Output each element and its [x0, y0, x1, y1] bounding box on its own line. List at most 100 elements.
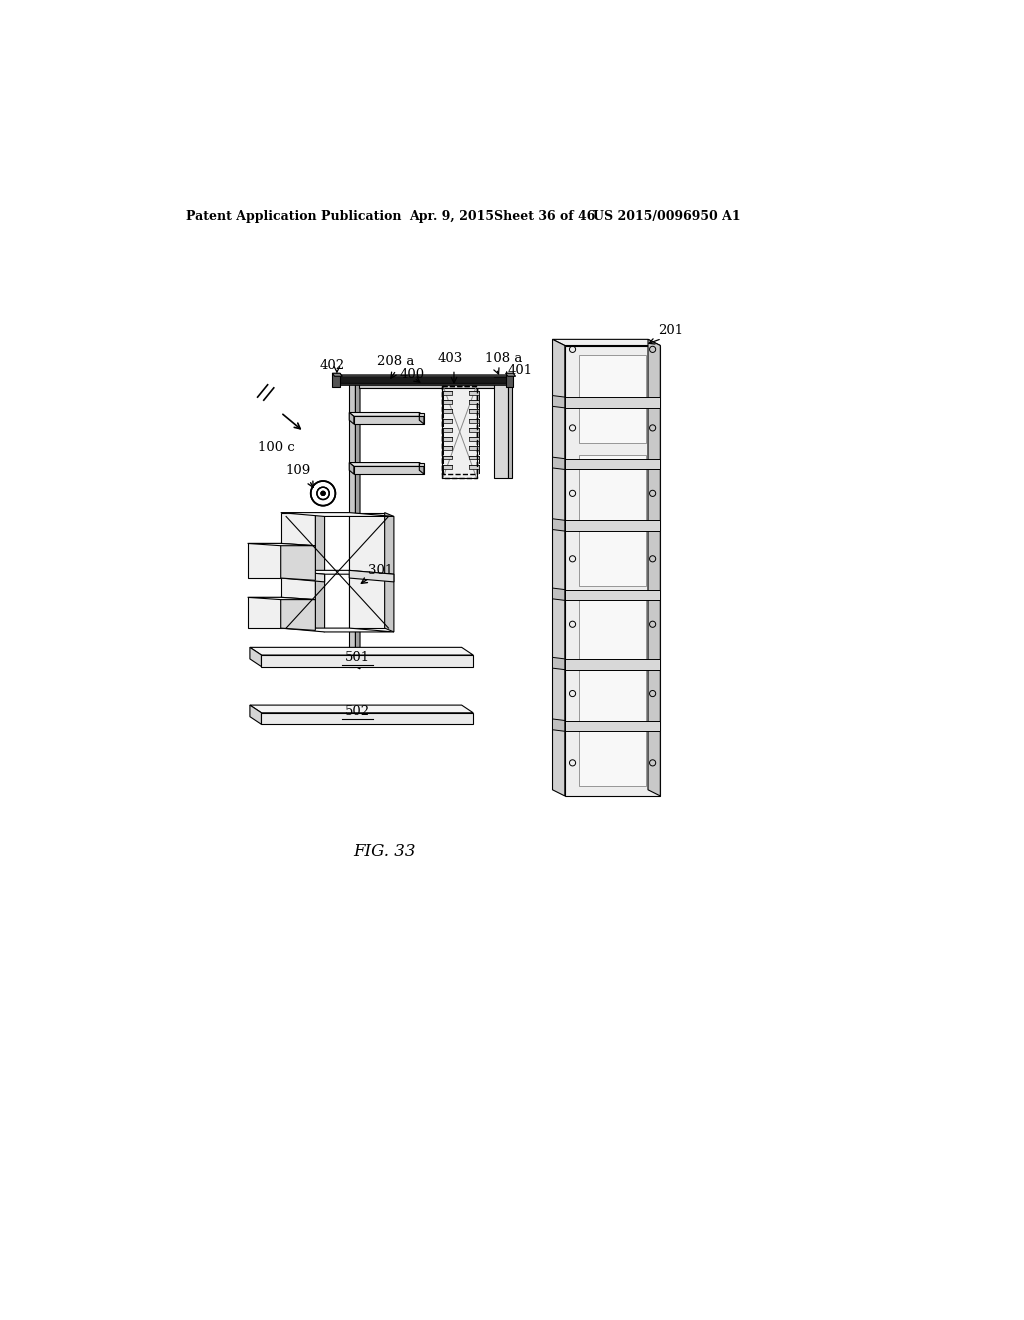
Polygon shape [248, 598, 315, 599]
Text: FIG. 33: FIG. 33 [353, 843, 416, 859]
Polygon shape [565, 397, 660, 408]
Polygon shape [281, 512, 394, 516]
Polygon shape [443, 418, 453, 422]
Polygon shape [248, 544, 315, 545]
Polygon shape [469, 465, 478, 469]
Polygon shape [443, 428, 453, 432]
Polygon shape [443, 455, 453, 459]
Polygon shape [553, 396, 565, 408]
Polygon shape [443, 400, 453, 404]
Polygon shape [248, 544, 281, 578]
Polygon shape [469, 455, 478, 459]
Text: 502: 502 [345, 705, 371, 718]
Polygon shape [333, 374, 340, 387]
Circle shape [321, 491, 326, 496]
Polygon shape [442, 385, 477, 478]
Text: 402: 402 [319, 359, 345, 372]
Polygon shape [579, 671, 646, 785]
Polygon shape [281, 544, 315, 581]
Polygon shape [469, 418, 478, 422]
Text: 400: 400 [400, 368, 425, 381]
Text: Apr. 9, 2015: Apr. 9, 2015 [410, 210, 495, 223]
Polygon shape [648, 339, 660, 796]
Polygon shape [335, 383, 511, 385]
Polygon shape [349, 512, 385, 628]
Polygon shape [250, 647, 261, 667]
Polygon shape [281, 598, 315, 631]
Polygon shape [333, 374, 342, 376]
Polygon shape [419, 412, 424, 424]
Polygon shape [349, 412, 354, 424]
Text: 100 c: 100 c [258, 441, 295, 454]
Text: Patent Application Publication: Patent Application Publication [186, 210, 401, 223]
Polygon shape [281, 570, 394, 574]
Text: 108 a: 108 a [484, 352, 522, 366]
Text: US 2015/0096950 A1: US 2015/0096950 A1 [593, 210, 740, 223]
Polygon shape [250, 705, 261, 725]
Polygon shape [355, 379, 504, 383]
Text: 301: 301 [369, 564, 393, 577]
Polygon shape [553, 719, 565, 731]
Polygon shape [565, 520, 660, 531]
Polygon shape [443, 409, 453, 413]
Polygon shape [494, 378, 512, 381]
Polygon shape [281, 512, 315, 628]
Polygon shape [508, 378, 512, 478]
Polygon shape [281, 570, 325, 582]
Polygon shape [506, 374, 513, 387]
Text: 208 a: 208 a [377, 355, 415, 368]
Polygon shape [553, 339, 565, 796]
Text: 109: 109 [286, 465, 311, 477]
Polygon shape [565, 659, 660, 669]
Polygon shape [553, 457, 565, 470]
Polygon shape [469, 446, 478, 450]
Polygon shape [281, 628, 394, 632]
Polygon shape [565, 459, 660, 470]
Polygon shape [469, 409, 478, 413]
Polygon shape [419, 412, 424, 416]
Polygon shape [349, 462, 354, 474]
Polygon shape [443, 391, 453, 395]
Polygon shape [565, 346, 660, 796]
Polygon shape [335, 375, 511, 378]
Polygon shape [349, 462, 424, 466]
Polygon shape [553, 339, 660, 346]
Polygon shape [443, 465, 453, 469]
Polygon shape [443, 446, 453, 450]
Polygon shape [248, 598, 281, 628]
Polygon shape [261, 713, 473, 725]
Polygon shape [355, 379, 360, 669]
Polygon shape [261, 655, 473, 667]
Polygon shape [349, 570, 394, 582]
Polygon shape [419, 462, 424, 474]
Polygon shape [506, 374, 515, 376]
Polygon shape [250, 647, 473, 655]
Polygon shape [494, 378, 508, 478]
Polygon shape [469, 400, 478, 404]
Polygon shape [553, 589, 565, 601]
Text: 401: 401 [508, 364, 532, 378]
Polygon shape [579, 355, 646, 444]
Polygon shape [315, 512, 325, 632]
Polygon shape [553, 657, 565, 669]
Polygon shape [385, 512, 394, 632]
Polygon shape [553, 519, 565, 531]
Text: 201: 201 [658, 323, 683, 337]
Circle shape [310, 480, 336, 506]
Polygon shape [469, 428, 478, 432]
Polygon shape [469, 437, 478, 441]
Polygon shape [335, 378, 508, 383]
Polygon shape [354, 466, 424, 474]
Polygon shape [565, 721, 660, 731]
Text: Sheet 36 of 46: Sheet 36 of 46 [494, 210, 595, 223]
Polygon shape [250, 705, 473, 713]
Text: 403: 403 [437, 352, 463, 366]
Polygon shape [359, 383, 504, 388]
Polygon shape [349, 412, 424, 416]
Polygon shape [419, 462, 424, 466]
Polygon shape [565, 590, 660, 601]
Polygon shape [443, 437, 453, 441]
Polygon shape [579, 598, 646, 659]
Text: 501: 501 [345, 651, 371, 664]
Polygon shape [354, 416, 424, 424]
